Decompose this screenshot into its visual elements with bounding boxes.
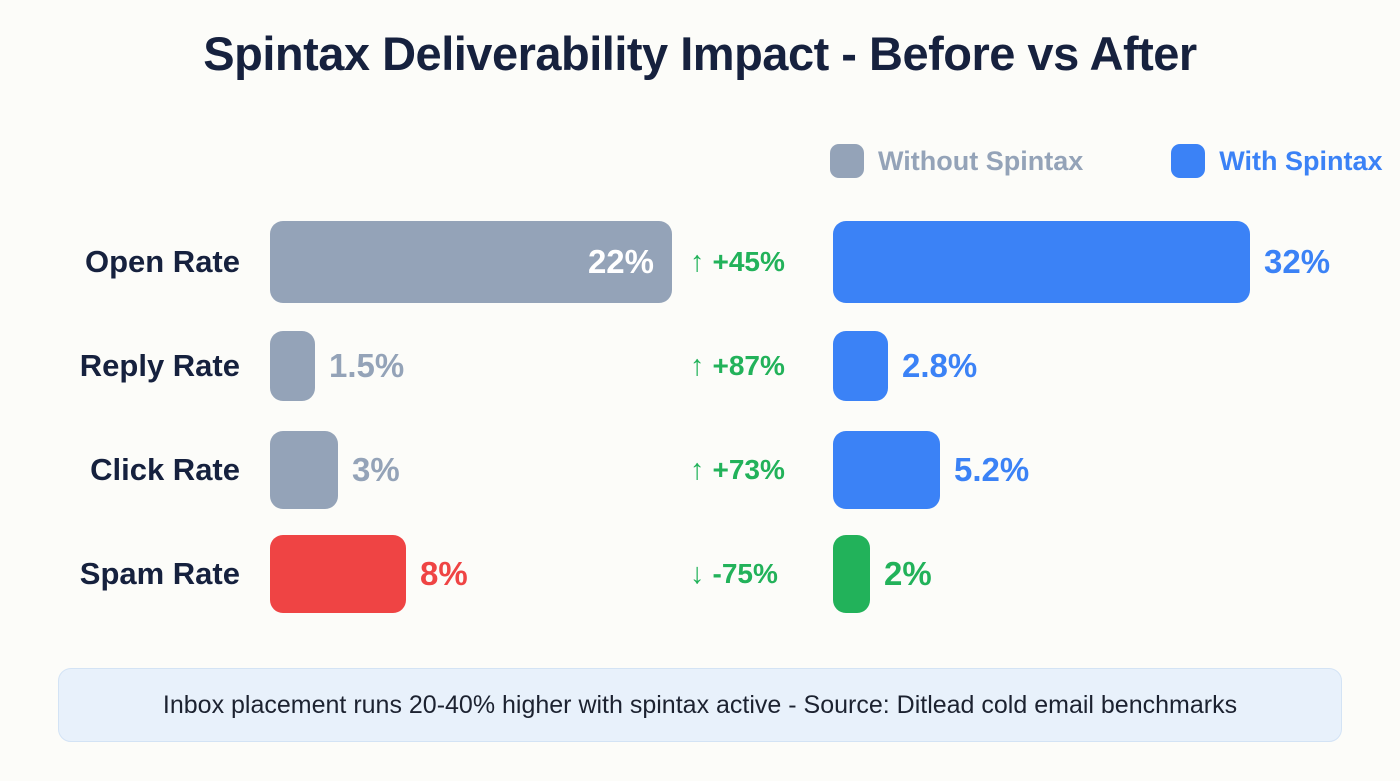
- arrow-up-icon: ↑: [690, 453, 705, 486]
- after-bar-value: 2.8%: [902, 347, 978, 384]
- before-bar: [270, 331, 315, 401]
- footnote-box: Inbox placement runs 20-40% higher with …: [58, 668, 1342, 742]
- before-bar-value: 1.5%: [329, 347, 405, 384]
- delta-value: +87%: [712, 350, 785, 381]
- legend-swatch-with-spintax: [1171, 144, 1206, 178]
- row-label: Reply Rate: [79, 348, 240, 383]
- footnote-text: Inbox placement runs 20-40% higher with …: [162, 690, 1238, 719]
- arrow-up-icon: ↑: [690, 349, 705, 382]
- row-label: Click Rate: [90, 452, 240, 487]
- after-bar: [833, 535, 870, 613]
- arrow-down-icon: ↓: [690, 557, 705, 590]
- after-bar: [833, 431, 940, 509]
- delta-indicator: ↑ +87%: [690, 350, 820, 382]
- legend-item-without-spintax: Without Spintax: [830, 144, 1083, 178]
- delta-indicator: ↑ +73%: [690, 454, 820, 486]
- row-label: Spam Rate: [79, 556, 240, 591]
- before-bar: [270, 535, 406, 613]
- row-label: Open Rate: [84, 244, 240, 279]
- after-bar-value: 2%: [884, 555, 932, 592]
- after-bar: [833, 221, 1250, 303]
- page-title: Spintax Deliverability Impact - Before v…: [203, 27, 1197, 80]
- before-bar-group: 1.5%: [270, 331, 404, 401]
- before-bar-group: 8%: [270, 535, 468, 613]
- before-bar-value: 22%: [587, 243, 654, 280]
- chart-row: Click Rate 3% ↑ +73% 5.2%: [0, 418, 1400, 522]
- before-bar-value: 8%: [420, 555, 468, 592]
- after-bar-value: 5.2%: [954, 451, 1030, 488]
- legend-label-with-spintax: With Spintax: [1219, 145, 1383, 176]
- chart-row: Spam Rate 8% ↓ -75% 2%: [0, 522, 1400, 626]
- after-bar-value: 32%: [1264, 243, 1331, 280]
- after-bar-group: 32%: [833, 221, 1330, 303]
- arrow-up-icon: ↑: [690, 245, 705, 278]
- delta-indicator: ↑ +45%: [690, 246, 820, 278]
- chart-rows: Open Rate 22% ↑ +45% 32% Reply Rate 1.5%: [0, 210, 1400, 626]
- before-bar: [270, 431, 338, 509]
- delta-value: +73%: [712, 454, 785, 485]
- legend-swatch-without-spintax: [830, 144, 864, 178]
- before-bar-value: 3%: [352, 451, 400, 488]
- legend-label-without-spintax: Without Spintax: [878, 145, 1084, 176]
- chart-row: Open Rate 22% ↑ +45% 32%: [0, 210, 1400, 314]
- before-bar-group: 3%: [270, 431, 400, 509]
- delta-value: -75%: [712, 558, 778, 589]
- delta-value: +45%: [712, 246, 785, 277]
- after-bar-group: 2%: [833, 535, 932, 613]
- chart-row: Reply Rate 1.5% ↑ +87% 2.8%: [0, 314, 1400, 418]
- before-bar: 22%: [270, 221, 672, 303]
- chart-legend: Without Spintax With Spintax: [830, 140, 1383, 182]
- after-bar: [833, 331, 888, 401]
- before-bar-group: 22%: [270, 221, 672, 303]
- delta-indicator: ↓ -75%: [690, 558, 820, 590]
- after-bar-group: 5.2%: [833, 431, 1029, 509]
- legend-item-with-spintax: With Spintax: [1171, 144, 1383, 178]
- after-bar-group: 2.8%: [833, 331, 977, 401]
